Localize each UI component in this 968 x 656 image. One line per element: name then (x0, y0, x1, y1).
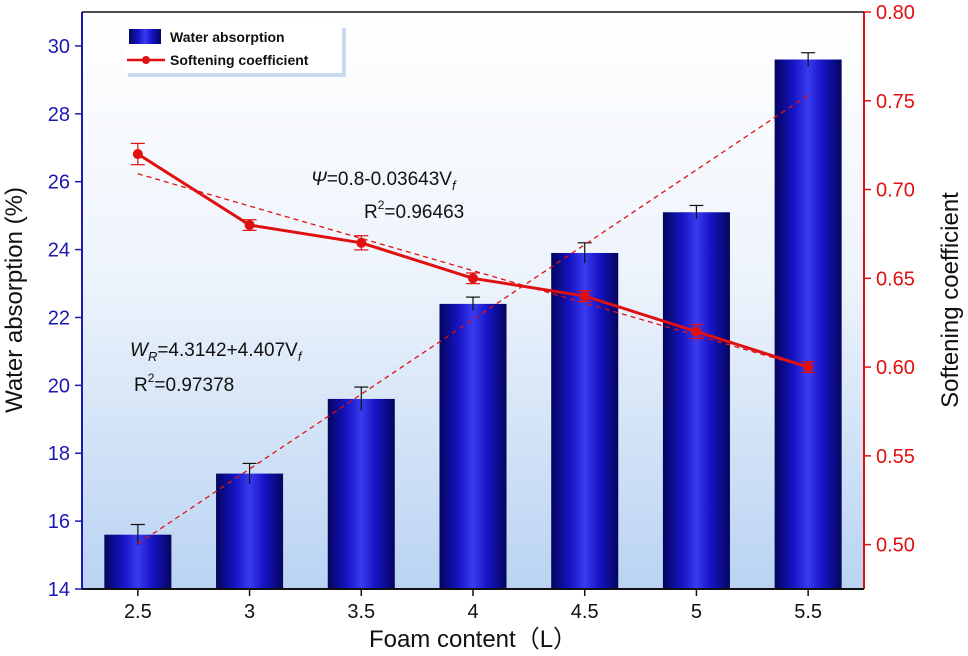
x-tick-label-5: 5 (691, 601, 702, 623)
right-tick-label-0.60: 0.60 (876, 357, 915, 379)
ticks-layer: 14 16 18 20 22 24 26 28 30 0.50 0.55 0.60 0.65 0.70 0.… (48, 2, 915, 623)
softening-point-5.5 (803, 362, 814, 373)
svg-text:R2=0.97378: R2=0.97378 (134, 371, 234, 396)
x-tick-label-3: 3 (244, 601, 255, 623)
legend-label-water-absorption: Water absorption (170, 29, 285, 45)
svg-text:Ψ=0.8-0.03643Vf: Ψ=0.8-0.03643Vf (311, 169, 457, 193)
right-tick-label-0.80: 0.80 (876, 2, 915, 24)
softening-r2-value: =0.96463 (384, 202, 464, 223)
x-tick-label-4: 4 (467, 601, 478, 623)
softening-line-layer (130, 142, 816, 374)
legend-swatch-water-absorption (129, 29, 161, 44)
softening-point-4.5 (579, 291, 590, 302)
svg-text:WR=4.3142+4.407Vf: WR=4.3142+4.407Vf (130, 340, 303, 364)
water-eq-var-sub: f (298, 349, 303, 364)
bar-5.5 (774, 59, 842, 590)
x-tick-label-5.5: 5.5 (794, 601, 822, 623)
legend-label-softening: Softening coefficient (170, 52, 309, 68)
water-r2-value: =0.97378 (154, 375, 234, 396)
softening-point-3.5 (356, 237, 367, 248)
legend: Water absorption Softening coefficient (124, 24, 346, 77)
softening-point-2.5 (132, 149, 143, 160)
left-tick-label-26: 26 (48, 172, 70, 194)
x-tick-label-4.5: 4.5 (571, 601, 599, 623)
water-r2-label: R (134, 375, 148, 396)
softening-eq-body: =0.8-0.03643V (327, 169, 453, 190)
x-tick-label-2.5: 2.5 (124, 601, 152, 623)
bar-4 (439, 303, 507, 589)
y-axis-left-title: Water absorption (%) (1, 187, 28, 413)
svg-text:R2=0.96463: R2=0.96463 (364, 198, 464, 223)
bar-3 (216, 473, 284, 589)
softening-eq-psi: Ψ (311, 169, 328, 190)
left-tick-label-30: 30 (48, 36, 70, 58)
softening-point-3 (244, 220, 255, 231)
water-eq-sub: R (148, 349, 157, 364)
left-tick-label-18: 18 (48, 443, 70, 465)
left-tick-label-24: 24 (48, 240, 70, 262)
x-axis-title: Foam content（L） (369, 626, 577, 653)
left-tick-label-16: 16 (48, 511, 70, 533)
right-tick-label-0.55: 0.55 (876, 446, 915, 468)
bars-layer (104, 52, 842, 590)
softening-point-4 (468, 273, 478, 284)
right-tick-label-0.65: 0.65 (876, 268, 915, 290)
right-tick-label-0.70: 0.70 (876, 180, 915, 202)
left-tick-label-22: 22 (48, 307, 70, 329)
x-tick-label-3.5: 3.5 (347, 601, 375, 623)
y-axis-right-title: Softening coefficient (937, 192, 964, 408)
left-tick-label-14: 14 (48, 579, 70, 601)
water-fit-equation: WR=4.3142+4.407Vf R2=0.97378 (130, 340, 303, 396)
water-eq-w: W (130, 340, 150, 361)
bar-5 (662, 212, 730, 590)
softening-point-5 (691, 326, 702, 337)
softening-eq-var-sub: f (452, 178, 457, 193)
bar-3.5 (327, 398, 395, 589)
right-tick-label-0.50: 0.50 (876, 535, 915, 557)
softening-fit-equation: Ψ=0.8-0.03643Vf R2=0.96463 (311, 169, 464, 223)
left-tick-label-28: 28 (48, 104, 70, 126)
softening-r2-label: R (364, 202, 378, 223)
left-tick-label-20: 20 (48, 375, 70, 397)
right-tick-label-0.75: 0.75 (876, 91, 915, 113)
legend-marker-softening (142, 56, 150, 64)
water-eq-body: =4.3142+4.407V (157, 340, 298, 361)
